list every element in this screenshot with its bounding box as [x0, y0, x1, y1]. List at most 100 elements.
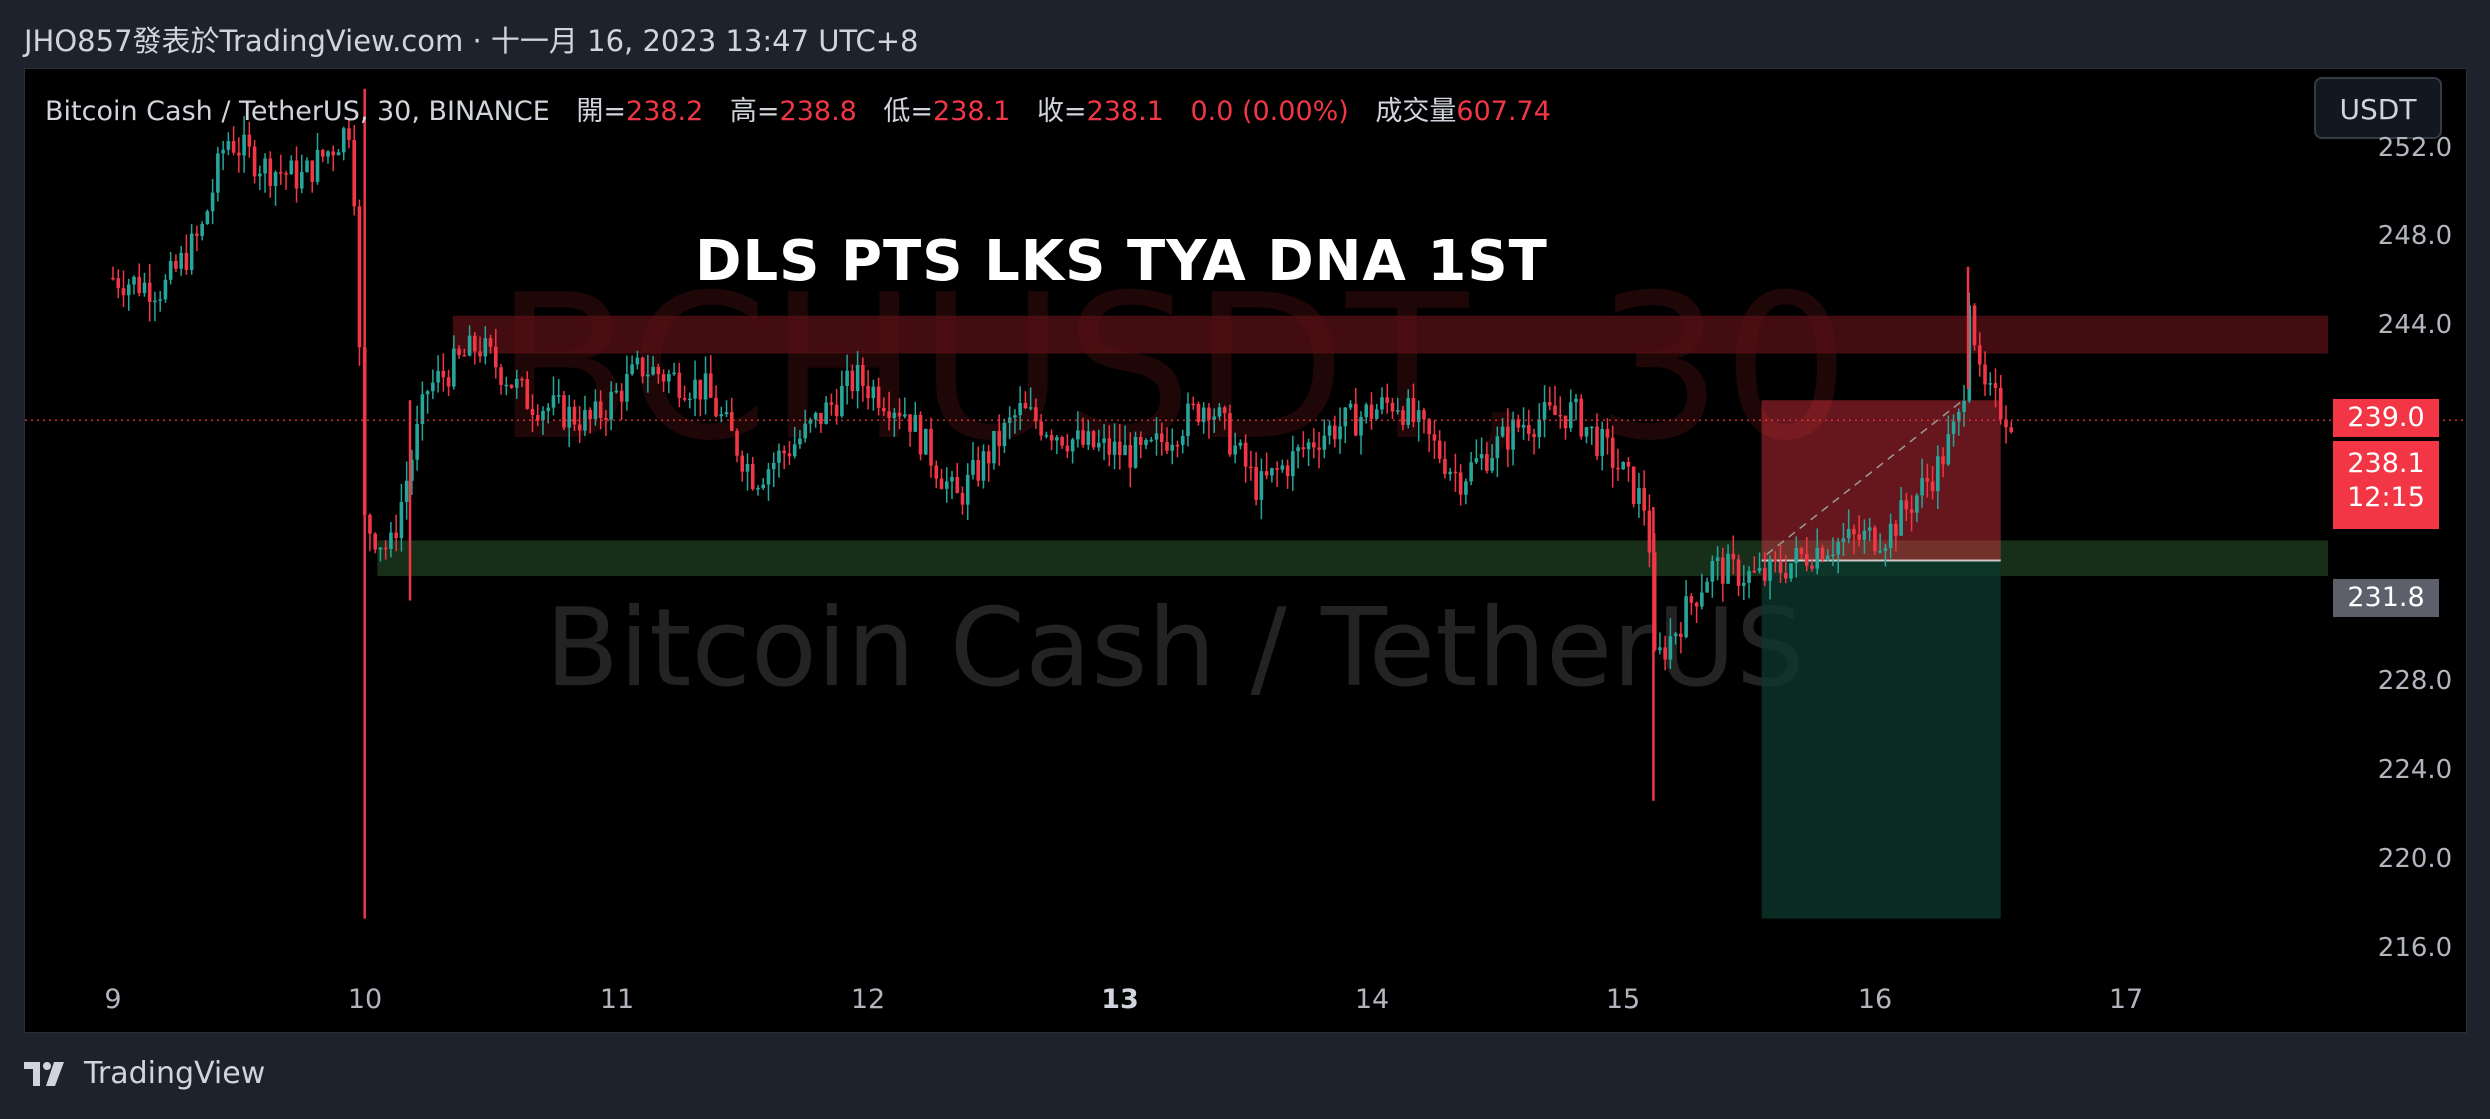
x-tick-label: 9: [104, 984, 122, 1015]
candle-body: [216, 153, 220, 193]
candle-body: [1338, 426, 1342, 440]
candle-body: [1558, 414, 1563, 417]
candle-body: [1086, 431, 1091, 445]
candle-body: [1568, 402, 1573, 429]
candle-body: [1138, 436, 1143, 445]
chart-pane[interactable]: BCHUSDT, 30 Bitcoin Cash / TetherUS Bitc…: [24, 68, 2467, 1033]
legend-close-label: 收=: [1036, 96, 1087, 127]
last-price-tag: 238.1 12:15: [2333, 441, 2439, 529]
candle-body: [1810, 565, 1814, 569]
candle-body: [509, 384, 514, 388]
candle-body: [1993, 383, 1998, 388]
candle-body: [735, 430, 739, 456]
candle-body: [640, 357, 645, 377]
candle-body: [1296, 447, 1300, 452]
candle-body: [142, 282, 147, 294]
candle-body: [1904, 500, 1909, 510]
candle-body: [1831, 554, 1835, 557]
candle-body: [331, 151, 336, 156]
candle-body: [336, 152, 341, 156]
candle-body: [1857, 534, 1861, 540]
candle-body: [965, 474, 970, 505]
candle-body: [1112, 441, 1117, 455]
candle-body: [473, 335, 477, 352]
candle-body: [950, 476, 954, 482]
candle-body: [1542, 402, 1547, 420]
candle-body: [1374, 409, 1379, 419]
footer-brand[interactable]: TradingView: [24, 1056, 265, 1091]
candle-body: [861, 364, 865, 386]
y-tick-label: 216.0: [2377, 933, 2453, 963]
candle-body: [609, 391, 613, 420]
candle-body: [729, 412, 734, 431]
candle-body: [918, 414, 923, 455]
candle-body: [1951, 421, 1956, 434]
candle-body: [1867, 527, 1872, 531]
candle-body: [252, 146, 257, 177]
candle-body: [1846, 528, 1851, 539]
candle-body: [1228, 413, 1232, 455]
candle-body: [567, 406, 572, 428]
candle-body: [1841, 538, 1846, 542]
candle-body: [1579, 398, 1584, 437]
candle-body: [908, 414, 912, 432]
candle-body: [1715, 557, 1720, 561]
candle-body: [315, 149, 320, 182]
candle-body: [1621, 461, 1625, 470]
price-chart[interactable]: [25, 69, 2466, 1032]
candle-body: [1731, 553, 1736, 560]
candle-body: [1610, 437, 1615, 468]
symbol-legend: Bitcoin Cash / TetherUS, 30, BINANCE 開=2…: [45, 89, 1551, 128]
candle-body: [483, 338, 488, 357]
candle-body: [646, 374, 650, 377]
candle-body: [1259, 471, 1264, 500]
candle-body: [1207, 407, 1211, 420]
candle-body: [1626, 461, 1631, 467]
tradingview-logo-icon: [24, 1061, 64, 1086]
candle-body: [1317, 447, 1321, 450]
candle-body: [242, 134, 246, 156]
candle-body: [903, 414, 907, 417]
candle-body: [1039, 421, 1043, 436]
candle-body: [1925, 478, 1930, 482]
chart-annotation[interactable]: DLS PTS LKS TYA DNA 1ST: [695, 229, 1548, 294]
candle-body: [326, 151, 330, 157]
candle-body: [782, 450, 786, 454]
candle-body: [1957, 411, 1961, 422]
legend-change: 0.0 (0.00%): [1190, 96, 1349, 127]
candle-body: [147, 282, 152, 303]
candle-body: [661, 374, 666, 382]
candle-body: [834, 404, 839, 417]
candle-body: [111, 277, 115, 280]
candle-body: [630, 364, 634, 375]
candle-body: [1159, 433, 1164, 443]
candle-body: [1584, 427, 1589, 437]
candle-body: [378, 547, 383, 550]
candle-body: [1768, 559, 1772, 581]
candle-body: [1888, 523, 1893, 549]
candle-body: [205, 211, 210, 224]
candle-body: [976, 459, 981, 481]
candle-body: [415, 424, 419, 460]
candle-body: [168, 260, 173, 280]
candle-body: [226, 141, 231, 150]
candle-body: [1836, 541, 1840, 555]
candle-body: [792, 444, 797, 457]
candle-body: [1574, 398, 1578, 403]
candle-body: [1663, 647, 1667, 660]
candle-body: [305, 160, 309, 173]
candle-body: [1380, 397, 1384, 410]
candle-body: [1406, 398, 1411, 425]
candle-body: [635, 357, 640, 365]
candle-body: [829, 402, 834, 405]
candle-body: [1773, 559, 1778, 562]
candle-body: [1348, 403, 1353, 408]
candle-body: [121, 288, 126, 296]
currency-button[interactable]: USDT: [2314, 77, 2442, 139]
candle-body: [1736, 559, 1741, 586]
candle-body: [944, 481, 949, 489]
candle-body: [882, 407, 886, 412]
candle-body: [1474, 458, 1479, 463]
candle-body: [436, 370, 440, 383]
candle-body: [1652, 552, 1657, 651]
